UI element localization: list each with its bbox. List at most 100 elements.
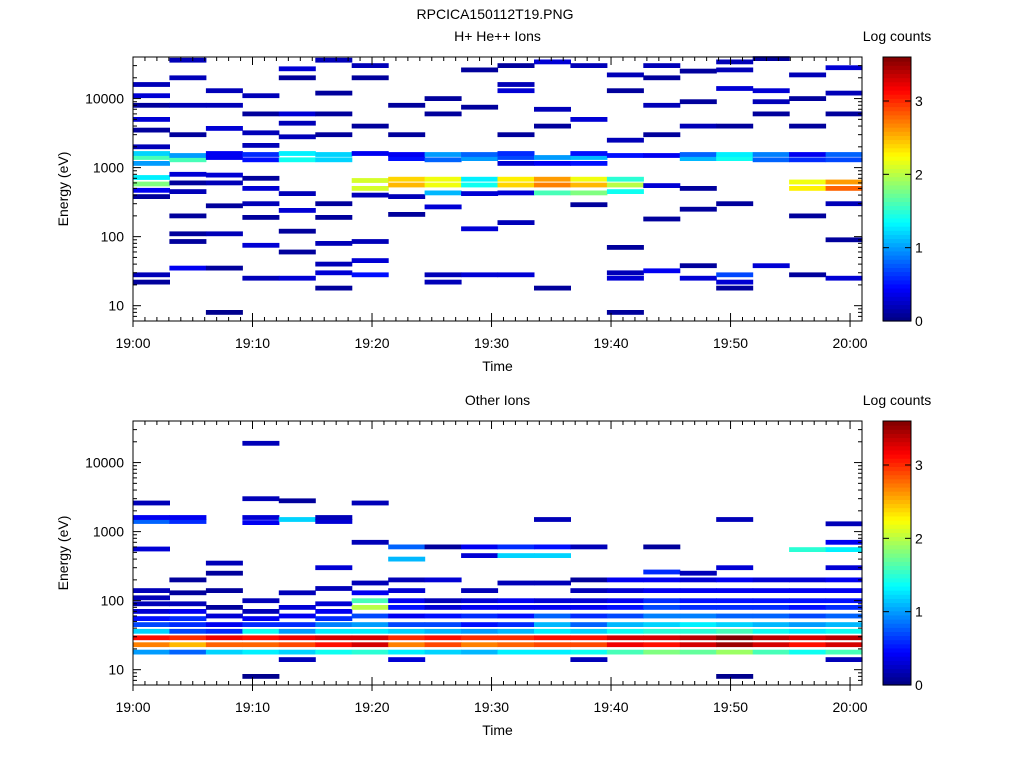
colorbar-segment: [883, 300, 911, 306]
colorbar-segment: [883, 164, 911, 169]
heatmap-cell: [534, 123, 571, 129]
colorbar-segment: [883, 540, 911, 546]
heatmap-cell: [424, 605, 462, 610]
heatmap-cell: [643, 75, 681, 81]
heatmap-cell: [424, 176, 462, 182]
heatmap-cell: [169, 577, 207, 583]
heatmap-cell: [752, 88, 790, 94]
colorbar-segment: [883, 189, 911, 194]
heatmap-cell: [242, 143, 280, 148]
heatmap-cell: [278, 590, 316, 596]
heatmap-cell: [461, 176, 499, 182]
heatmap-cell: [643, 605, 681, 610]
heatmap-cell: [278, 613, 316, 619]
heatmap-cell: [242, 496, 280, 502]
heatmap-cell: [825, 111, 863, 117]
colorbar-segment: [883, 544, 911, 550]
heatmap-cell: [789, 598, 827, 604]
heatmap-cell: [169, 265, 207, 271]
heatmap-cell: [424, 111, 462, 117]
heatmap-cell: [570, 635, 608, 641]
heatmap-cell: [169, 239, 207, 244]
x-tick-label: 19:10: [235, 699, 270, 715]
colorbar-segment: [883, 234, 911, 240]
heatmap-cell: [351, 590, 389, 596]
colorbar-segment: [883, 668, 911, 674]
heatmap-cell: [825, 539, 863, 545]
y-tick-label: 10000: [85, 455, 124, 471]
heatmap-cell: [606, 137, 644, 143]
plot-frame: [132, 56, 863, 322]
heatmap-cell: [825, 657, 863, 662]
heatmap-cell: [497, 628, 535, 634]
heatmap-cell: [570, 605, 608, 610]
heatmap-cell: [679, 570, 717, 576]
heatmap-cell: [242, 635, 280, 641]
heatmap-cell: [716, 272, 754, 278]
heatmap-cell: [315, 609, 353, 614]
heatmap-cell: [315, 90, 353, 96]
heatmap-cell: [789, 605, 827, 610]
heatmap-cell: [315, 215, 353, 220]
colorbar-segment: [883, 267, 911, 273]
colorbar-segment: [883, 507, 911, 513]
heatmap-cell: [497, 182, 535, 188]
heatmap-cell: [497, 635, 535, 641]
heatmap-cell: [789, 213, 827, 219]
heatmap-cell: [461, 649, 499, 655]
heatmap-cell: [278, 134, 316, 140]
heatmap-cell: [716, 565, 754, 571]
heatmap-cell: [351, 186, 389, 191]
heatmap-cell: [570, 577, 608, 583]
heatmap-cell: [242, 520, 280, 525]
colorbar-segment: [883, 433, 911, 439]
colorbar-tick-label: 2: [915, 166, 923, 182]
heatmap-cell: [315, 157, 353, 163]
heatmap-cell: [278, 249, 316, 255]
colorbar-segment: [883, 222, 911, 227]
heatmap-cell: [278, 66, 316, 72]
colorbar-tick-label: 3: [915, 93, 923, 109]
heatmap-cell: [424, 628, 462, 634]
heatmap-cell: [716, 635, 754, 641]
heatmap-cell: [716, 577, 754, 583]
colorbar-segment: [883, 557, 911, 562]
heatmap-cell: [679, 99, 717, 105]
heatmap-cell: [351, 192, 389, 198]
heatmap-cell: [242, 157, 280, 163]
heatmap-cell: [497, 622, 535, 627]
heatmap-cell: [606, 72, 644, 78]
colorbar-segment: [883, 577, 911, 583]
heatmap-cell: [679, 598, 717, 604]
heatmap-cell: [461, 544, 499, 550]
colorbar-segment: [883, 279, 911, 285]
heatmap-cell: [315, 57, 353, 63]
heatmap-cell: [606, 182, 644, 188]
colorbar-segment: [883, 606, 911, 612]
y-tick-label: 10000: [85, 91, 124, 107]
colorbar-frame: [882, 56, 912, 322]
heatmap-cell: [351, 613, 389, 619]
colorbar-segment: [883, 114, 911, 120]
heatmap-cell: [169, 57, 207, 63]
heatmap-cell: [169, 213, 207, 219]
heatmap-cell: [388, 152, 426, 157]
colorbar-segment: [883, 536, 911, 542]
colorbar-segment: [883, 503, 911, 509]
heatmap-cell: [133, 546, 170, 552]
heatmap-cell: [752, 111, 790, 117]
heatmap-cell: [169, 616, 207, 621]
heatmap-cell: [461, 628, 499, 634]
heatmap-cell: [278, 642, 316, 648]
heatmap-cell: [825, 186, 863, 191]
heatmap-cell: [278, 151, 316, 156]
colorbar-segment: [883, 193, 911, 198]
heatmap-cell: [388, 622, 426, 627]
colorbar-segment: [883, 201, 911, 207]
heatmap-cell: [315, 601, 353, 607]
colorbar-segment: [883, 312, 911, 318]
heatmap-cell: [315, 565, 353, 571]
heatmap-cell: [461, 613, 499, 619]
heatmap-cell: [388, 605, 426, 610]
